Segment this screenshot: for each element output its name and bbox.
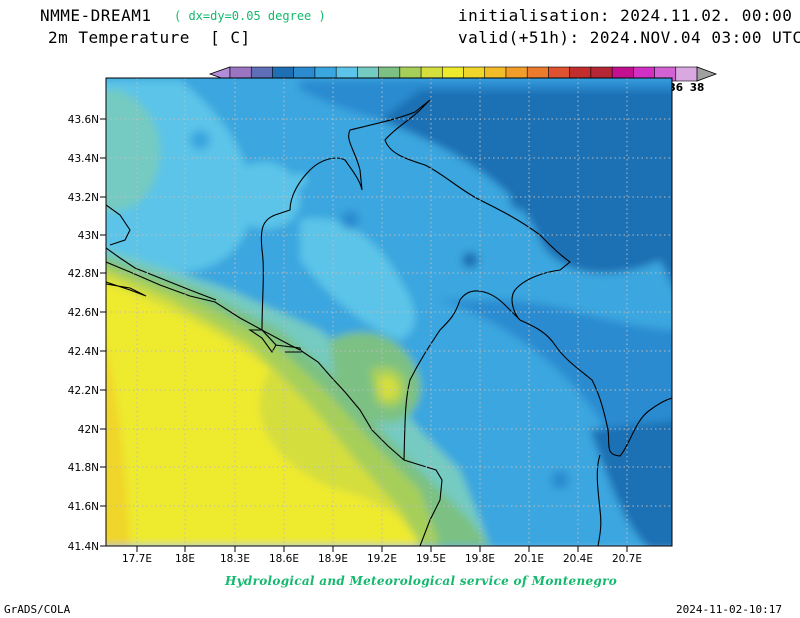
temp-zone-yellowgreen xyxy=(378,375,399,400)
temp-patch xyxy=(510,190,530,210)
lon-label: 20.4E xyxy=(563,553,593,565)
lon-label: 18.3E xyxy=(220,553,250,565)
lat-label: 41.8N xyxy=(68,462,99,474)
temp-zone-mild xyxy=(300,218,415,340)
lat-label: 43.4N xyxy=(68,153,99,165)
border-line xyxy=(274,344,302,353)
grid-lines xyxy=(106,78,672,546)
lat-label: 41.6N xyxy=(68,501,99,513)
lat-label: 42.2N xyxy=(68,385,99,397)
credit-line: Hydrological and Meteorological service … xyxy=(225,574,618,588)
temp-patch xyxy=(262,122,278,138)
footer-left: GrADS/COLA xyxy=(4,603,71,616)
temp-zone-teal xyxy=(106,90,160,212)
temp-patch xyxy=(190,130,210,150)
footer-right: 2024-11-02-10:17 xyxy=(676,603,782,616)
lat-label: 42.4N xyxy=(68,346,99,358)
lat-label: 42.6N xyxy=(68,307,99,319)
lat-label: 43.6N xyxy=(68,114,99,126)
temp-patch xyxy=(462,252,478,268)
temp-patch xyxy=(242,232,258,248)
country-borders xyxy=(106,99,672,546)
colorbar-right-arrow xyxy=(696,66,718,82)
temp-patch xyxy=(551,471,569,489)
border-line xyxy=(106,281,147,297)
model-name: NMME-DREAM1 xyxy=(40,6,152,25)
variable-title: 2m Temperature [ C] xyxy=(48,28,251,47)
temp-patch xyxy=(341,211,359,229)
border-line xyxy=(596,454,602,546)
lon-label: 17.7E xyxy=(122,553,152,565)
lon-label: 19.2E xyxy=(367,553,397,565)
lat-label: 42.8N xyxy=(68,268,99,280)
lon-label: 19.8E xyxy=(465,553,495,565)
lat-label: 43N xyxy=(78,230,99,242)
border-line xyxy=(519,319,672,457)
temp-zone-cold xyxy=(440,300,672,534)
init-time: initialisation: 2024.11.02. 00:00 UTC xyxy=(458,6,800,25)
lon-label: 18.6E xyxy=(269,553,299,565)
lon-label: 18E xyxy=(175,553,195,565)
lat-label: 42N xyxy=(78,424,99,436)
lat-label: 43.2N xyxy=(68,192,99,204)
lon-label: 18.9E xyxy=(318,553,348,565)
lon-label: 19.5E xyxy=(416,553,446,565)
lat-label: 41.4N xyxy=(68,541,99,553)
colorbar-label: 38 xyxy=(690,82,705,94)
temperature-field xyxy=(106,78,672,546)
temp-zone-cold-dark xyxy=(380,90,672,284)
border-line xyxy=(260,99,571,461)
valid-time: valid(+51h): 2024.NOV.04 03:00 UTC xyxy=(458,28,800,47)
temp-zone-gold xyxy=(106,350,130,546)
temp-patch xyxy=(453,403,467,417)
lon-label: 20.7E xyxy=(612,553,642,565)
border-line xyxy=(106,204,131,246)
lon-label: 20.1E xyxy=(514,553,544,565)
resolution-note: ( dx=dy=0.05 degree ) xyxy=(174,9,326,23)
